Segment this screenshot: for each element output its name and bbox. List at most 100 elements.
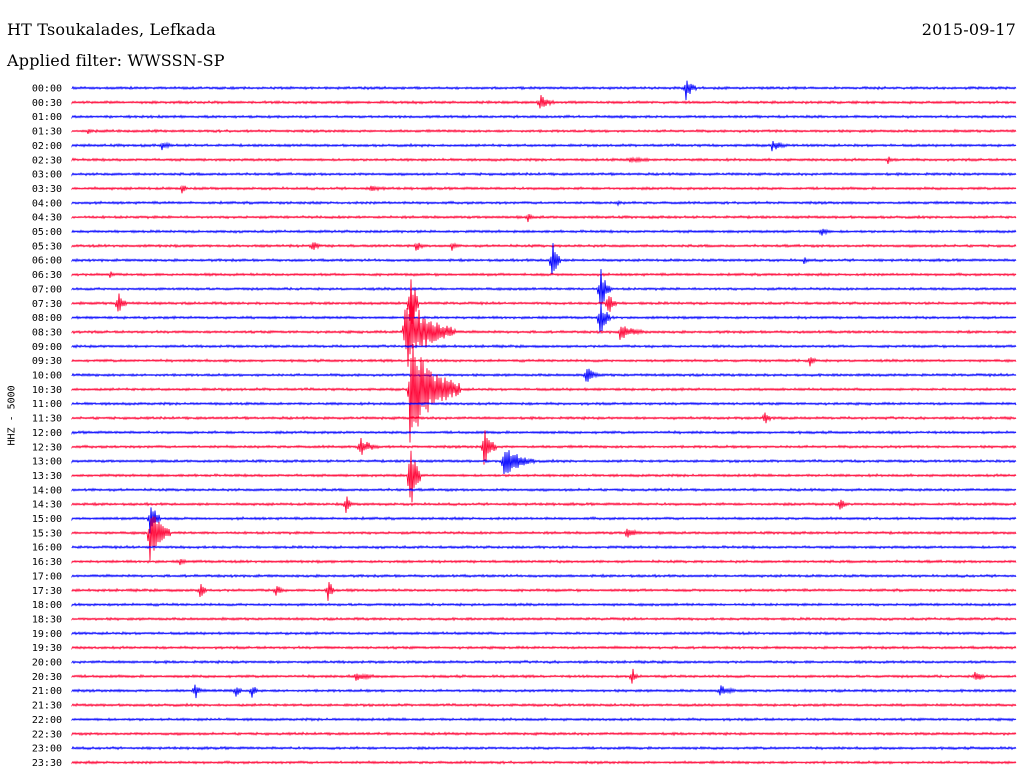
time-label: 01:30 <box>32 127 62 138</box>
trace-row-0130 <box>71 128 1017 135</box>
trace-row-0000 <box>71 80 1017 101</box>
filter-label: Applied filter: WWSSN-SP <box>7 51 225 70</box>
trace-row-0630 <box>71 271 1017 278</box>
time-label: 06:30 <box>32 270 62 281</box>
time-label: 15:30 <box>32 528 62 539</box>
trace-row-1300 <box>71 450 1017 475</box>
trace-row-0230 <box>71 156 1017 164</box>
trace-row-1930 <box>71 645 1017 651</box>
trace-row-1800 <box>71 602 1017 608</box>
trace-row-2230 <box>71 731 1017 737</box>
trace-row-0430 <box>71 213 1017 223</box>
time-label: 08:00 <box>32 313 62 324</box>
time-label: 23:30 <box>32 758 62 769</box>
time-label: 13:00 <box>32 457 62 468</box>
trace-row-2130 <box>71 702 1017 708</box>
trace-row-0600 <box>71 243 1017 275</box>
date-label: 2015-09-17 <box>921 20 1016 39</box>
trace-row-0100 <box>71 114 1017 120</box>
time-label: 12:30 <box>32 442 62 453</box>
time-label: 08:30 <box>32 327 62 338</box>
trace-row-0530 <box>71 242 1017 251</box>
time-label: 04:30 <box>32 213 62 224</box>
trace-row-1500 <box>71 507 1017 534</box>
trace-row-0930 <box>71 357 1017 367</box>
time-label: 02:00 <box>32 141 62 152</box>
trace-row-1830 <box>71 616 1017 622</box>
time-label: 10:00 <box>32 371 62 382</box>
trace-row-2000 <box>71 659 1017 665</box>
time-label: 04:00 <box>32 198 62 209</box>
time-label: 19:00 <box>32 629 62 640</box>
time-label: 05:00 <box>32 227 62 238</box>
time-label: 09:00 <box>32 342 62 353</box>
trace-row-2200 <box>71 716 1017 722</box>
trace-row-2100 <box>71 684 1017 699</box>
time-label: 22:30 <box>32 729 62 740</box>
trace-row-1100 <box>71 401 1017 407</box>
trace-row-1030 <box>71 343 1017 443</box>
time-label: 10:30 <box>32 385 62 396</box>
trace-row-0700 <box>71 269 1017 305</box>
time-label: 14:00 <box>32 485 62 496</box>
time-label: 22:00 <box>32 715 62 726</box>
time-label: 18:00 <box>32 600 62 611</box>
trace-row-1530 <box>71 516 1017 561</box>
time-label: 07:30 <box>32 299 62 310</box>
trace-row-0400 <box>71 199 1017 207</box>
time-label: 11:00 <box>32 399 62 410</box>
time-label: 01:00 <box>32 112 62 123</box>
time-label: 17:30 <box>32 586 62 597</box>
time-label: 15:00 <box>32 514 62 525</box>
trace-row-2300 <box>71 745 1017 751</box>
trace-row-0500 <box>71 228 1017 236</box>
time-label: 09:30 <box>32 356 62 367</box>
trace-row-1000 <box>71 368 1017 382</box>
trace-row-1630 <box>71 558 1017 566</box>
time-label: 14:30 <box>32 500 62 511</box>
time-label: 13:30 <box>32 471 62 482</box>
trace-row-0730 <box>71 279 1017 324</box>
time-label: 18:30 <box>32 614 62 625</box>
trace-row-0900 <box>71 343 1017 349</box>
time-label: 17:00 <box>32 571 62 582</box>
time-label: 00:30 <box>32 98 62 109</box>
time-label: 23:00 <box>32 744 62 755</box>
time-label: 03:30 <box>32 184 62 195</box>
time-label: 11:30 <box>32 414 62 425</box>
trace-row-1900 <box>71 630 1017 636</box>
trace-row-0330 <box>71 185 1017 194</box>
trace-row-0030 <box>71 95 1017 109</box>
time-label: 16:30 <box>32 557 62 568</box>
trace-row-1600 <box>71 544 1017 550</box>
time-label: 03:00 <box>32 170 62 181</box>
trace-row-1730 <box>71 582 1017 601</box>
trace-row-0200 <box>71 141 1017 152</box>
trace-row-1700 <box>71 573 1017 579</box>
time-label: 07:00 <box>32 284 62 295</box>
time-label: 12:00 <box>32 428 62 439</box>
time-label: 21:00 <box>32 686 62 697</box>
time-label: 05:30 <box>32 241 62 252</box>
trace-row-1230 <box>71 430 1017 465</box>
time-label: 20:30 <box>32 672 62 683</box>
time-label: 19:30 <box>32 643 62 654</box>
trace-row-0300 <box>71 171 1017 177</box>
trace-row-0800 <box>71 303 1017 334</box>
trace-row-2030 <box>71 668 1017 684</box>
trace-row-2330 <box>71 759 1017 765</box>
time-label: 16:00 <box>32 543 62 554</box>
trace-row-1330 <box>71 450 1017 503</box>
time-label: 21:30 <box>32 701 62 712</box>
time-label: 00:00 <box>32 84 62 95</box>
time-label: 20:00 <box>32 658 62 669</box>
trace-row-1400 <box>71 487 1017 493</box>
trace-row-1200 <box>71 429 1017 435</box>
trace-row-0830 <box>71 301 1017 367</box>
time-label: 02:30 <box>32 155 62 166</box>
station-title: HT Tsoukalades, Lefkada <box>7 20 216 39</box>
trace-row-1130 <box>71 412 1017 424</box>
time-label: 06:00 <box>32 256 62 267</box>
trace-row-1430 <box>71 496 1017 513</box>
